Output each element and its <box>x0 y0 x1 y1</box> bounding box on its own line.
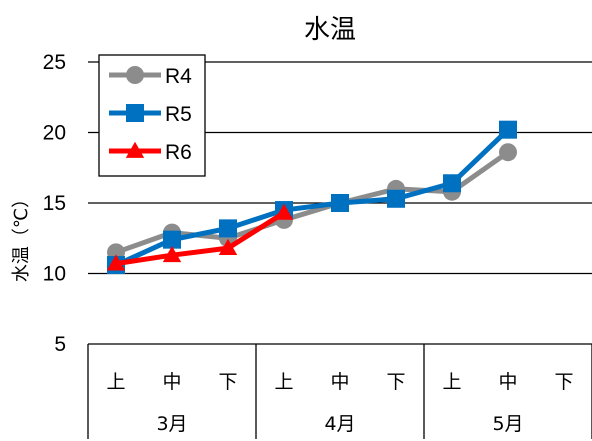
data-point <box>163 230 181 249</box>
x-tick-label: 下 <box>554 371 573 393</box>
data-point <box>218 238 238 256</box>
data-point <box>331 194 349 212</box>
legend-entry: R5 <box>109 103 192 126</box>
data-point <box>126 66 144 84</box>
y-tick-label: 15 <box>43 192 66 215</box>
y-tick-label: 10 <box>43 263 66 286</box>
legend-label: R4 <box>165 65 192 88</box>
x-tick-label: 上 <box>106 371 125 393</box>
x-group-label: 4月 <box>324 413 355 435</box>
x-tick-label: 中 <box>162 371 181 393</box>
data-point <box>126 104 144 122</box>
y-axis-label: 水温（℃） <box>11 190 32 282</box>
series-line <box>115 210 286 267</box>
data-point <box>125 141 145 158</box>
data-point <box>162 245 182 263</box>
legend-label: R5 <box>165 103 192 126</box>
y-tick-label: 20 <box>43 122 66 145</box>
data-point <box>274 203 294 220</box>
x-tick-label: 上 <box>274 371 293 393</box>
data-point <box>387 189 405 208</box>
data-point <box>499 143 517 162</box>
series-line <box>115 150 510 255</box>
data-point <box>219 219 237 238</box>
x-group-label: 5月 <box>492 413 523 435</box>
x-tick-label: 下 <box>218 371 237 393</box>
legend-label: R6 <box>165 141 192 164</box>
y-axis-ticks: 5 10 15 20 25 <box>43 51 66 356</box>
legend-entry: R6 <box>109 141 192 164</box>
data-point <box>499 120 517 139</box>
x-tick-label: 上 <box>442 371 461 393</box>
legend-entry: R4 <box>109 65 192 88</box>
x-group-label: 3月 <box>156 413 187 435</box>
data-point <box>443 174 461 193</box>
series-lines <box>106 120 517 275</box>
series-r6 <box>106 203 294 271</box>
data-point <box>106 254 126 271</box>
x-tick-label: 中 <box>330 371 349 393</box>
y-tick-label: 25 <box>43 51 66 74</box>
x-tick-label: 下 <box>386 371 405 393</box>
y-tick-label: 5 <box>54 333 66 356</box>
legend: R4 R5 R6 <box>98 54 206 177</box>
chart-title: 水温 <box>304 15 356 45</box>
x-axis: 上 中 下 上 中 下 上 中 下 3月 4月 5月 <box>87 343 592 439</box>
series-line <box>114 127 510 268</box>
x-tick-label: 中 <box>498 371 517 393</box>
